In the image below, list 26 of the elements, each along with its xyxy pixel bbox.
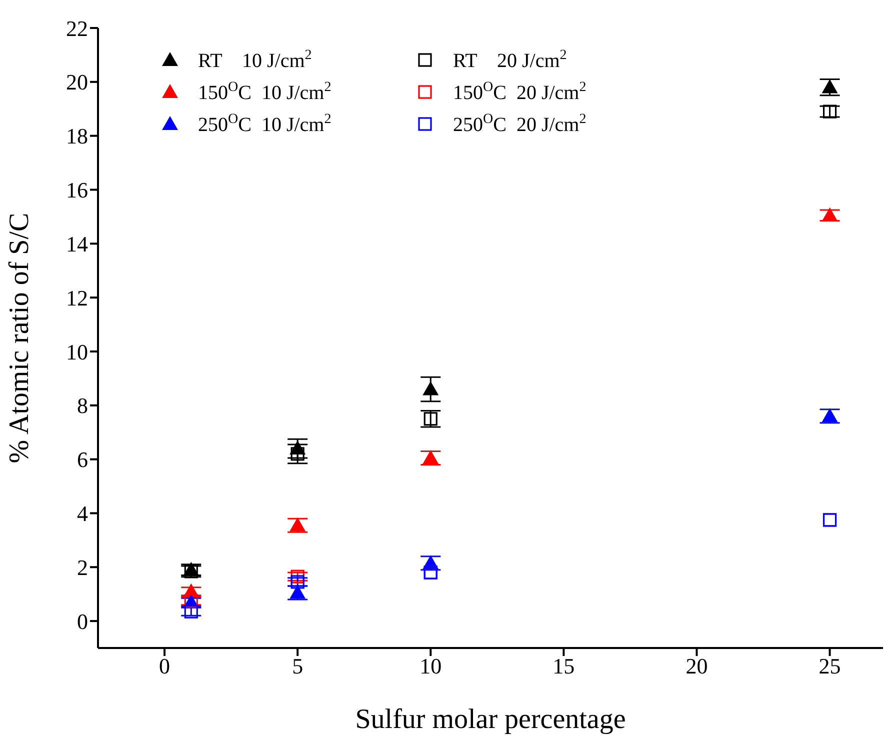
- y-axis-title: % Atomic ratio of S/C: [4, 212, 35, 464]
- y-tick-label: 18: [66, 124, 88, 149]
- legend-label: 250$^{O}$C 20 J/cm$^{2}$: [453, 112, 586, 136]
- x-tick-label: 25: [818, 654, 841, 679]
- x-tick-label: 5: [292, 654, 304, 679]
- legend-label: RT 10 J/cm$^{2}$: [198, 48, 312, 72]
- x-axis-title: Sulfur molar percentage: [355, 704, 626, 735]
- y-tick-label: 14: [66, 231, 88, 256]
- y-tick-label: 0: [77, 608, 88, 634]
- y-tick-label: 4: [77, 501, 88, 526]
- x-tick-label: 0: [159, 654, 170, 679]
- x-tick-label: 15: [552, 654, 575, 679]
- y-tick-label: 6: [77, 447, 88, 472]
- legend-label: 250$^{O}$C 10 J/cm$^{2}$: [198, 112, 332, 136]
- x-tick-label: 20: [686, 654, 708, 679]
- y-tick-label: 10: [66, 339, 88, 364]
- y-tick-label: 12: [66, 285, 88, 310]
- y-tick-label: 2: [77, 554, 88, 580]
- legend-label: 150$^{O}$C 10 J/cm$^{2}$: [198, 80, 332, 104]
- y-tick-label: 20: [66, 70, 88, 95]
- y-tick-label: 16: [66, 178, 88, 203]
- legend-label: 150$^{O}$C 20 J/cm$^{2}$: [453, 80, 586, 104]
- x-tick-label: 10: [420, 654, 442, 679]
- y-tick-label: 8: [77, 393, 88, 418]
- y-tick-label: 22: [66, 16, 88, 41]
- legend-label: RT 20 J/cm$^{2}$: [453, 48, 567, 72]
